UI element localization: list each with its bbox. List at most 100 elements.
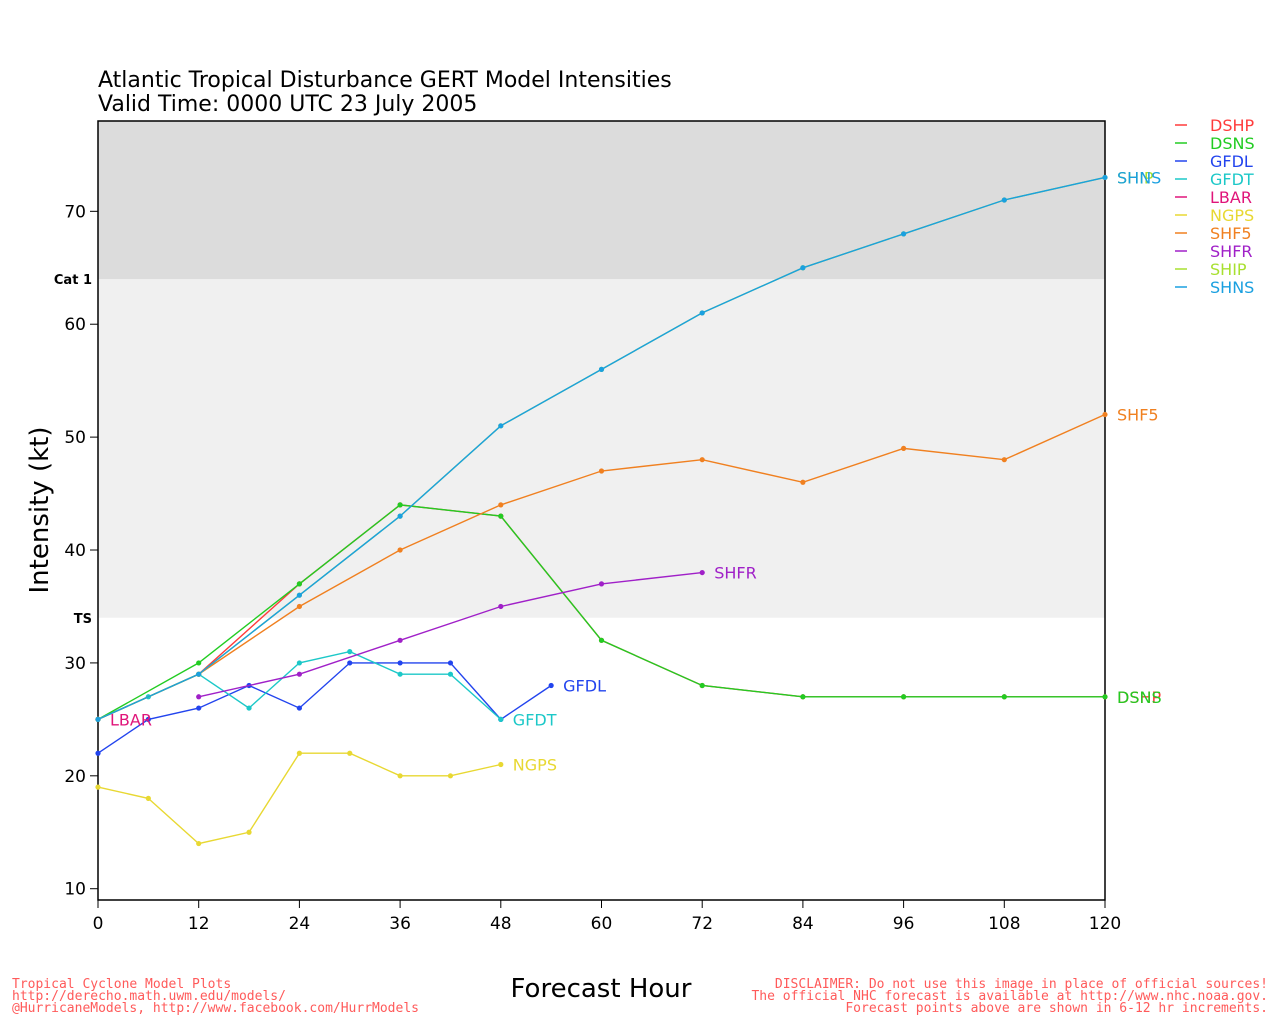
data-point-shf5 bbox=[397, 547, 403, 553]
data-point-gfdt bbox=[447, 671, 454, 677]
footer-left-line-1: Tropical Cyclone Model Plots bbox=[12, 977, 231, 992]
x-tick-label: 12 bbox=[188, 914, 210, 934]
end-label-lbar: LBAR bbox=[110, 710, 152, 729]
chart-title: Atlantic Tropical Disturbance GERT Model… bbox=[98, 68, 672, 93]
legend-label-shns: SHNS bbox=[1210, 278, 1254, 297]
footer-right-line-3: Forecast points above are shown in 6-12 … bbox=[845, 1001, 1268, 1016]
x-tick-label: 84 bbox=[792, 914, 814, 934]
legend-label-ship: SHIP bbox=[1210, 260, 1247, 279]
data-point-gfdt bbox=[246, 705, 252, 711]
data-point-shns bbox=[1102, 174, 1108, 181]
legend-label-ngps: NGPS bbox=[1210, 206, 1254, 225]
end-label-shns: SHNS bbox=[1117, 168, 1161, 187]
x-axis-label: Forecast Hour bbox=[511, 974, 692, 1004]
end-label-shfr: SHFR bbox=[714, 564, 757, 583]
x-tick-label: 72 bbox=[691, 914, 713, 934]
series-gfdt bbox=[95, 649, 504, 722]
footer-left-line-2: http://derecho.math.uwm.edu/models/ bbox=[12, 989, 286, 1004]
data-point-dsns bbox=[498, 513, 504, 519]
end-label-ship: SHIP bbox=[1117, 168, 1154, 187]
data-point-dsns bbox=[397, 502, 403, 508]
series-ngps bbox=[95, 750, 504, 847]
data-point-gfdl bbox=[548, 682, 554, 689]
data-point-shns bbox=[95, 716, 101, 722]
data-point-dsns bbox=[901, 694, 907, 700]
data-point-ngps bbox=[347, 750, 353, 756]
chart-subtitle: Valid Time: 0000 UTC 23 July 2005 bbox=[98, 92, 477, 117]
series-line-shfr bbox=[198, 571, 703, 698]
data-point-gfdt bbox=[347, 649, 353, 655]
data-point-gfdl bbox=[397, 660, 403, 666]
data-point-shfr bbox=[498, 603, 504, 610]
data-point-shns bbox=[498, 423, 504, 429]
data-point-dsns bbox=[699, 682, 705, 689]
band-cat-1 bbox=[98, 121, 1105, 280]
data-point-shns bbox=[296, 592, 302, 598]
data-point-gfdl bbox=[447, 660, 454, 666]
series-layer bbox=[95, 174, 1108, 847]
data-point-gfdl bbox=[145, 716, 151, 722]
data-point-dsns bbox=[800, 694, 806, 700]
legend-label-dshp: DSHP bbox=[1210, 116, 1255, 135]
data-point-ngps bbox=[397, 773, 403, 779]
series-shns bbox=[95, 174, 1108, 722]
x-tick-label: 60 bbox=[591, 914, 613, 934]
footer-right-line-1: DISCLAIMER: Do not use this image in pla… bbox=[775, 977, 1268, 992]
data-point-gfdl bbox=[347, 660, 353, 666]
end-label-dshp: DSHP bbox=[1117, 688, 1162, 707]
data-point-shfr bbox=[598, 581, 605, 587]
data-point-ngps bbox=[246, 829, 252, 835]
y-tick-label: 50 bbox=[64, 428, 86, 448]
data-point-dsns bbox=[598, 637, 605, 643]
data-point-shns bbox=[901, 231, 907, 237]
data-point-shns bbox=[1001, 197, 1007, 203]
end-label-ngps: NGPS bbox=[513, 756, 557, 775]
data-point-gfdl bbox=[296, 705, 302, 711]
legend-label-shf5: SHF5 bbox=[1210, 224, 1252, 243]
band-label: TS bbox=[74, 612, 92, 627]
data-point-shf5 bbox=[498, 502, 504, 508]
y-axis-label: Intensity (kt) bbox=[25, 427, 55, 594]
series-line-gfdl bbox=[97, 662, 552, 754]
legend-label-gfdl: GFDL bbox=[1210, 152, 1253, 171]
legend-label-lbar: LBAR bbox=[1210, 188, 1252, 207]
data-point-shf5 bbox=[1001, 457, 1007, 463]
data-point-ngps bbox=[498, 761, 504, 768]
band-ts bbox=[98, 279, 1105, 618]
data-point-gfdt bbox=[397, 671, 403, 677]
data-point-dsns bbox=[1102, 694, 1108, 700]
data-point-shns bbox=[397, 513, 403, 519]
x-tick-label: 0 bbox=[93, 914, 104, 934]
data-point-shfr bbox=[397, 637, 403, 643]
x-tick-label: 24 bbox=[289, 914, 311, 934]
data-point-shns bbox=[598, 366, 605, 372]
x-tick-label: 108 bbox=[988, 914, 1020, 934]
y-tick-label: 40 bbox=[64, 541, 86, 561]
data-point-shfr bbox=[699, 569, 705, 576]
data-point-shf5 bbox=[699, 457, 705, 463]
footer-left-line-3: @HurricaneModels, http://www.facebook.co… bbox=[12, 1001, 419, 1016]
data-point-shfr bbox=[196, 694, 202, 700]
series-line-ngps bbox=[97, 752, 501, 845]
data-point-dsns bbox=[196, 660, 202, 666]
end-label-dsns: DSNS bbox=[1117, 688, 1162, 707]
y-tick-label: 10 bbox=[64, 880, 86, 900]
y-tick-label: 30 bbox=[64, 654, 86, 674]
end-label-gfdl: GFDL bbox=[563, 676, 606, 695]
data-point-shf5 bbox=[901, 445, 907, 452]
end-label-shf5: SHF5 bbox=[1117, 406, 1159, 425]
legend-label-gfdt: GFDT bbox=[1210, 170, 1254, 189]
x-tick-label: 48 bbox=[490, 914, 512, 934]
y-tick-label: 70 bbox=[64, 202, 86, 222]
data-point-gfdl bbox=[196, 705, 202, 711]
x-tick-label: 120 bbox=[1089, 914, 1121, 934]
footer-right-line-2: The official NHC forecast is available a… bbox=[751, 989, 1268, 1004]
data-point-shns bbox=[800, 265, 806, 271]
footer-right: DISCLAIMER: Do not use this image in pla… bbox=[751, 977, 1268, 1016]
legend-label-shfr: SHFR bbox=[1210, 242, 1253, 261]
y-axis-ticks: 10 20 30 40 50 60 70 bbox=[64, 202, 98, 900]
data-point-dsns bbox=[296, 581, 302, 587]
data-point-shf5 bbox=[800, 479, 806, 485]
